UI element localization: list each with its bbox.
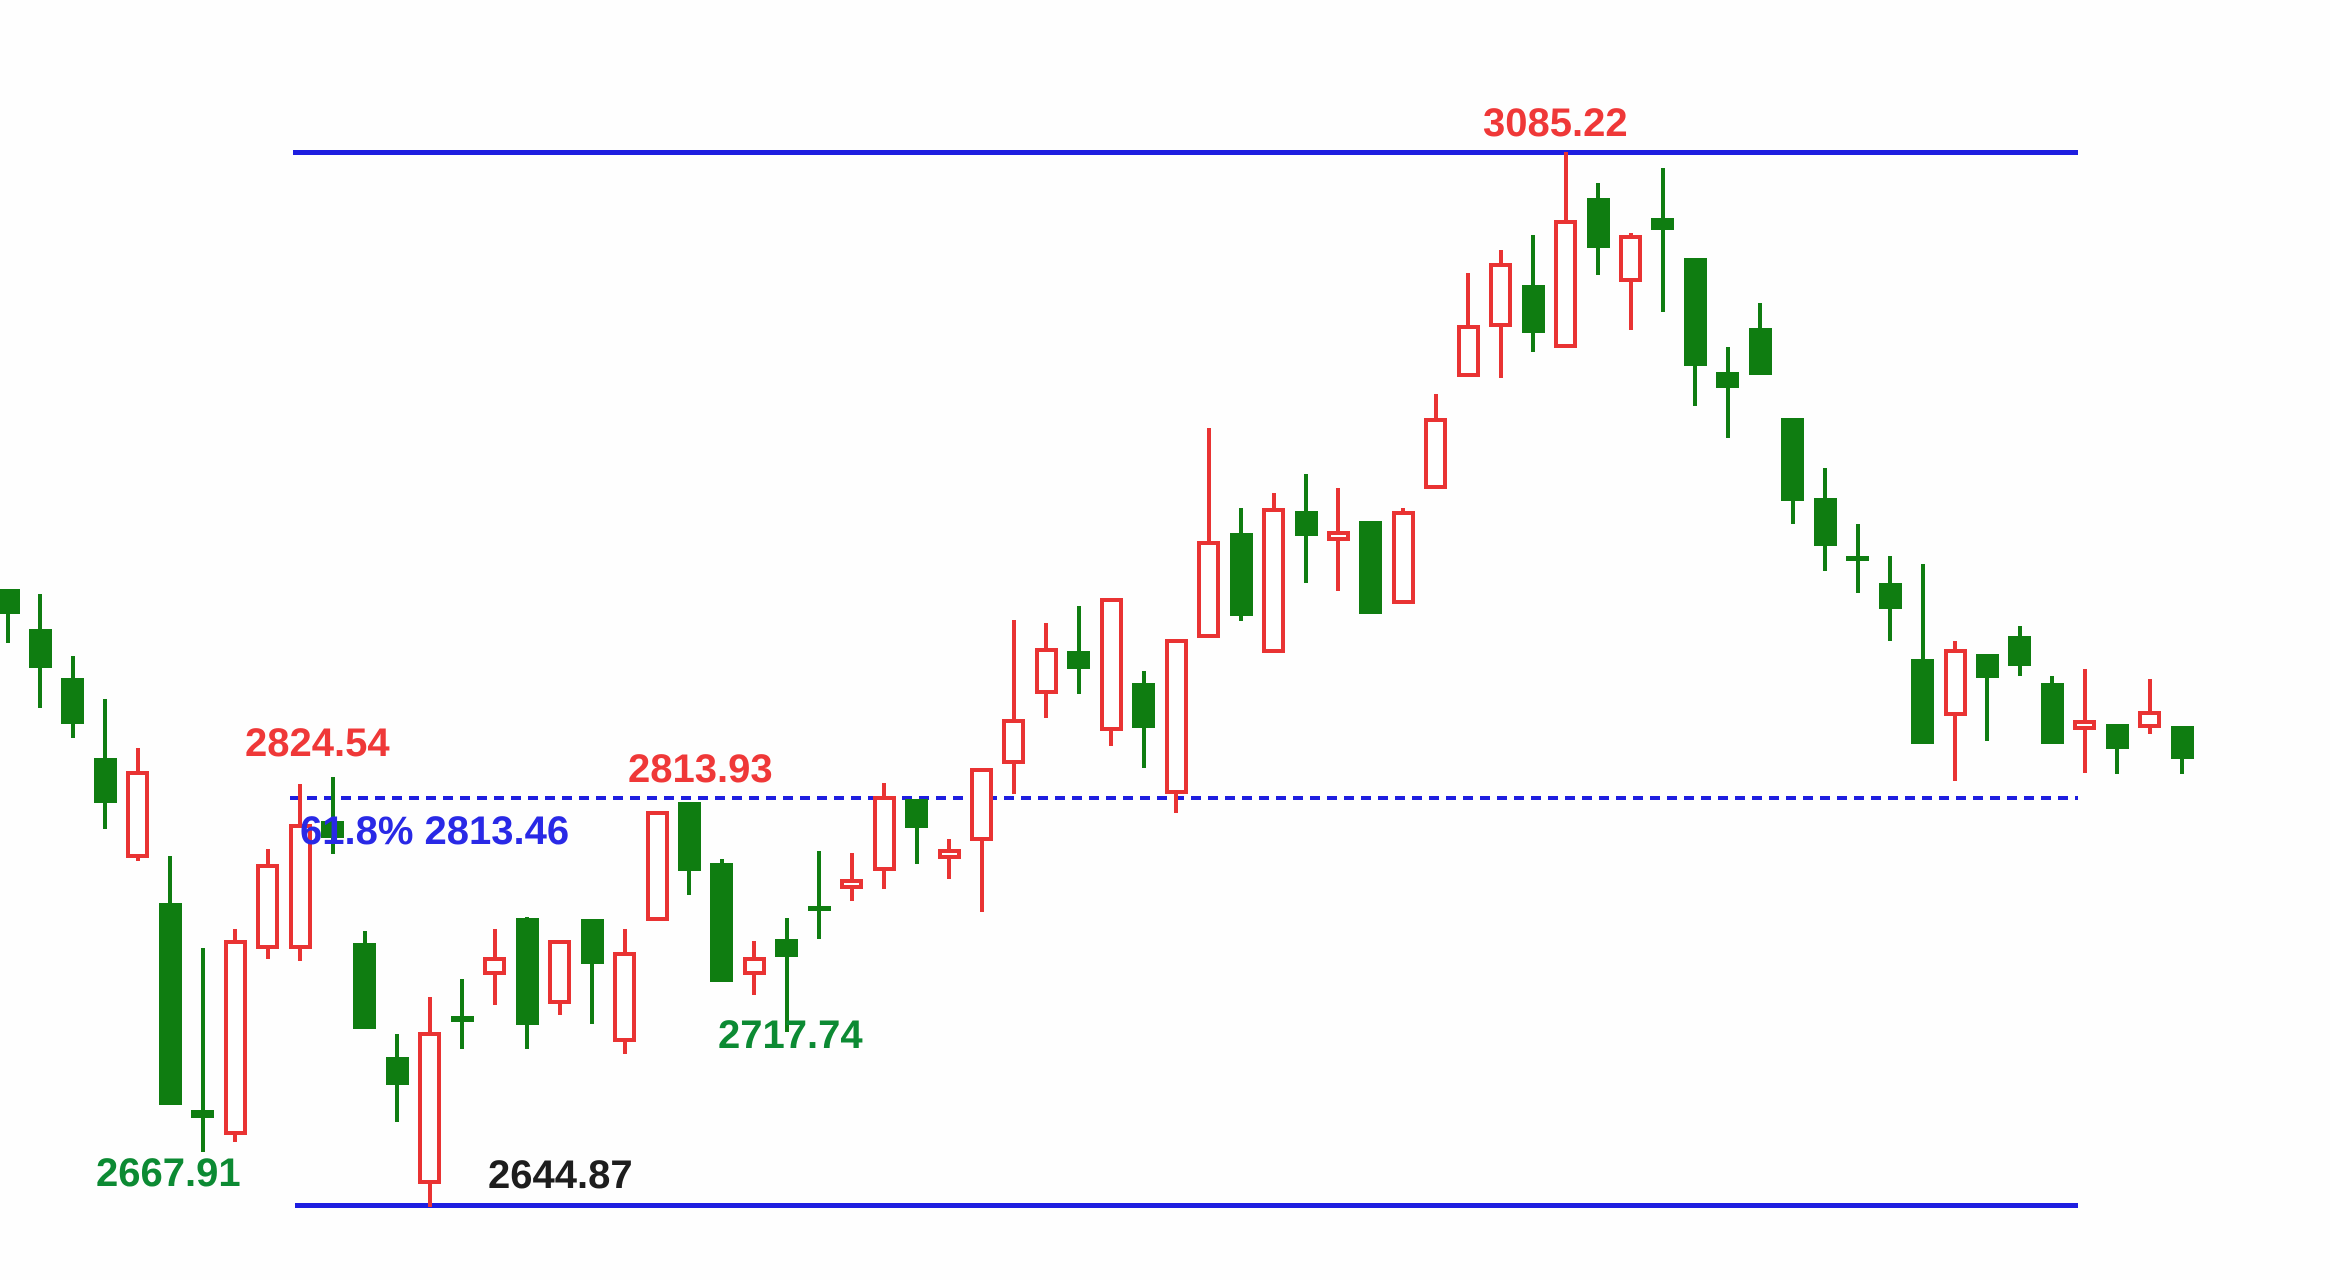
candle-body-down bbox=[1846, 555, 1870, 561]
candle-body-down bbox=[61, 677, 85, 725]
candle-body-up bbox=[2073, 720, 2097, 731]
candle-wick bbox=[200, 948, 205, 1152]
candle-body-down bbox=[353, 943, 377, 1029]
fib-retracement-label: 61.8% 2813.46 bbox=[300, 809, 570, 853]
resistance-line bbox=[293, 150, 2078, 155]
candle-wick bbox=[1660, 168, 1665, 313]
swing-low-label: 2667.91 bbox=[96, 1151, 241, 1195]
candle-body-down bbox=[2040, 682, 2064, 745]
candle-body-down bbox=[1586, 198, 1610, 249]
candle-body-up bbox=[1424, 417, 1448, 489]
candle-body-down bbox=[905, 799, 929, 829]
candle-body-down bbox=[321, 821, 344, 839]
candle-body-up bbox=[970, 768, 993, 842]
candle-body-up bbox=[1262, 507, 1286, 653]
candle-body-up bbox=[1034, 647, 1058, 694]
candle-body-down bbox=[710, 863, 734, 982]
candle-body-down bbox=[1294, 510, 1318, 536]
candle-body-up bbox=[937, 849, 961, 860]
candle-body-down bbox=[385, 1056, 409, 1085]
candle-wick bbox=[1920, 563, 1925, 745]
candle-body-up bbox=[1391, 510, 1415, 604]
candle-wick bbox=[849, 853, 854, 902]
candle-body-up bbox=[872, 796, 896, 872]
candle-body-down bbox=[1911, 659, 1935, 745]
candle-body-up bbox=[126, 771, 150, 859]
candle-body-down bbox=[775, 938, 799, 957]
candle-body-up bbox=[1197, 540, 1221, 638]
bottom-low-label: 2644.87 bbox=[488, 1153, 633, 1197]
candle-body-down bbox=[580, 919, 604, 964]
candle-wick bbox=[330, 776, 335, 855]
candle-body-up bbox=[1002, 719, 1026, 765]
candle-body-up bbox=[1099, 597, 1123, 732]
candle-body-up bbox=[288, 824, 312, 950]
fib-retracement-line bbox=[290, 796, 2078, 800]
candle-body-down bbox=[2105, 724, 2129, 750]
candle-body-down bbox=[1132, 682, 1156, 728]
candle-wick bbox=[1011, 619, 1016, 795]
candle-body-up bbox=[1554, 220, 1578, 349]
candle-wick bbox=[2147, 679, 2152, 735]
candle-body-up bbox=[1489, 263, 1513, 328]
candle-body-down bbox=[1683, 258, 1707, 366]
candle-wick bbox=[1985, 653, 1990, 742]
candle-body-down bbox=[1878, 582, 1902, 609]
support-line bbox=[295, 1203, 2078, 1208]
candle-body-down bbox=[1781, 418, 1805, 501]
candle-body-up bbox=[483, 956, 507, 975]
candle-body-down bbox=[1521, 285, 1545, 334]
candle-body-down bbox=[677, 801, 701, 872]
candle-wick bbox=[590, 919, 595, 1024]
candle-body-up bbox=[1164, 638, 1188, 795]
candle-body-up bbox=[223, 939, 247, 1135]
pullback-low-label: 2717.74 bbox=[718, 1013, 863, 1057]
candle-body-down bbox=[807, 906, 831, 912]
candle-wick bbox=[1206, 427, 1211, 638]
candle-body-up bbox=[742, 956, 766, 975]
candle-body-down bbox=[158, 903, 182, 1105]
candle-body-up bbox=[1456, 325, 1480, 378]
candle-body-down bbox=[1813, 497, 1837, 546]
candle-body-down bbox=[1975, 653, 1999, 678]
candle-body-up bbox=[645, 811, 669, 922]
candle-wick bbox=[947, 839, 952, 880]
candle-body-down bbox=[515, 918, 539, 1025]
candle-wick bbox=[1076, 605, 1081, 694]
candle-wick bbox=[1725, 347, 1730, 438]
candle-body-up bbox=[1619, 235, 1642, 283]
candle-body-up bbox=[2138, 711, 2162, 729]
candle-wick bbox=[460, 978, 465, 1049]
candle-wick bbox=[6, 588, 10, 643]
candle-body-up bbox=[613, 951, 637, 1042]
candle-body-up bbox=[256, 864, 280, 950]
candle-wick bbox=[914, 799, 919, 865]
candle-wick bbox=[2115, 724, 2120, 775]
candle-body-up bbox=[1326, 530, 1350, 541]
candle-body-down bbox=[93, 758, 117, 804]
candle-body-down bbox=[2008, 636, 2032, 666]
candle-body-down bbox=[1716, 372, 1740, 388]
candle-body-up bbox=[418, 1031, 442, 1184]
candle-body-down bbox=[28, 628, 52, 668]
candle-body-down bbox=[1748, 328, 1772, 376]
candle-body-down bbox=[1067, 651, 1091, 670]
candle-body-up bbox=[1943, 648, 1967, 717]
candle-body-down bbox=[1651, 218, 1675, 231]
candle-wick bbox=[784, 918, 789, 1033]
candle-body-down bbox=[2170, 726, 2194, 760]
candle-wick bbox=[817, 851, 822, 939]
candle-body-down bbox=[1229, 532, 1253, 616]
swing-high-label: 2824.54 bbox=[245, 721, 390, 765]
candle-body-down bbox=[0, 588, 20, 614]
candle-body-down bbox=[450, 1015, 474, 1022]
candle-body-up bbox=[840, 879, 864, 890]
retest-high-label: 2813.93 bbox=[628, 747, 773, 791]
candle-body-up bbox=[548, 939, 572, 1004]
candle-body-down bbox=[191, 1109, 215, 1118]
candle-body-down bbox=[1359, 520, 1383, 614]
peak-high-label: 3085.22 bbox=[1483, 101, 1628, 145]
